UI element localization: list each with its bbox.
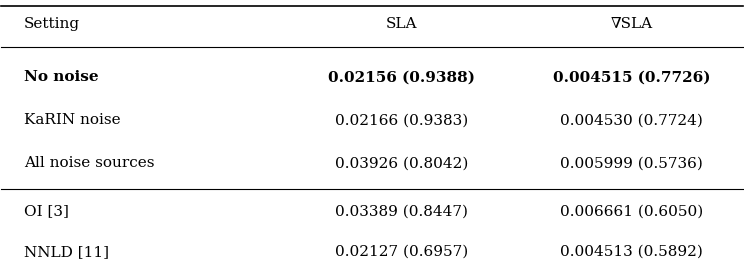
- Text: All noise sources: All noise sources: [24, 156, 154, 170]
- Text: KaRIN noise: KaRIN noise: [24, 114, 121, 127]
- Text: SLA: SLA: [386, 17, 417, 31]
- Text: ∇SLA: ∇SLA: [610, 17, 652, 31]
- Text: 0.004515 (0.7726): 0.004515 (0.7726): [553, 70, 711, 84]
- Text: 0.02156 (0.9388): 0.02156 (0.9388): [328, 70, 475, 84]
- Text: Setting: Setting: [24, 17, 80, 31]
- Text: 0.006661 (0.6050): 0.006661 (0.6050): [559, 205, 703, 218]
- Text: No noise: No noise: [24, 70, 98, 84]
- Text: OI [3]: OI [3]: [24, 205, 68, 218]
- Text: 0.004530 (0.7724): 0.004530 (0.7724): [560, 114, 703, 127]
- Text: 0.03389 (0.8447): 0.03389 (0.8447): [335, 205, 468, 218]
- Text: NNLD [11]: NNLD [11]: [24, 245, 109, 259]
- Text: 0.02127 (0.6957): 0.02127 (0.6957): [335, 245, 468, 259]
- Text: 0.03926 (0.8042): 0.03926 (0.8042): [335, 156, 468, 170]
- Text: 0.005999 (0.5736): 0.005999 (0.5736): [560, 156, 703, 170]
- Text: 0.02166 (0.9383): 0.02166 (0.9383): [335, 114, 468, 127]
- Text: 0.004513 (0.5892): 0.004513 (0.5892): [560, 245, 703, 259]
